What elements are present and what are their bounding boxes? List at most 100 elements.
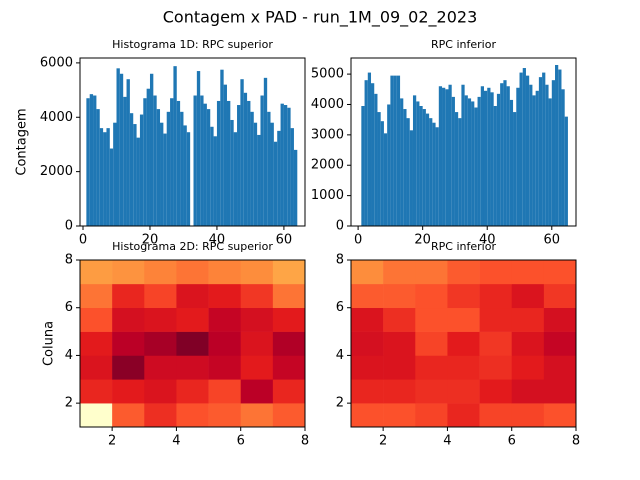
cell [479, 403, 513, 428]
cell [543, 379, 577, 404]
cell [383, 403, 416, 428]
bar [210, 126, 214, 226]
bar [293, 149, 298, 226]
cell [240, 260, 274, 285]
x-tick-label: 60 [544, 233, 561, 248]
cell [511, 307, 545, 332]
axes-frame [350, 57, 577, 227]
bar [96, 109, 100, 226]
x-tick-label: 6 [508, 434, 516, 449]
cell [208, 307, 242, 332]
bar [425, 113, 430, 226]
bar [143, 98, 147, 226]
bar [458, 118, 462, 226]
bar [480, 86, 484, 226]
y-tick-label: 6 [336, 300, 344, 315]
bar [387, 104, 391, 226]
bar [538, 77, 543, 226]
bar [136, 137, 140, 226]
cell [351, 260, 384, 285]
bar [471, 101, 475, 226]
cell [351, 379, 384, 404]
bar [374, 93, 378, 226]
x-tick-label: 4 [172, 434, 180, 449]
cell [240, 403, 274, 428]
bar [250, 111, 254, 226]
x-tick-label: 6 [237, 434, 245, 449]
bar [119, 73, 124, 226]
bar [483, 90, 488, 227]
bar [525, 75, 530, 226]
cell [415, 331, 448, 356]
cell [351, 331, 384, 356]
cell [511, 403, 545, 428]
bar [139, 114, 144, 226]
cell [240, 307, 274, 332]
bar [233, 132, 238, 226]
bar [180, 111, 184, 226]
cell [543, 331, 577, 356]
cell [80, 307, 113, 332]
bar [371, 83, 375, 227]
bar [206, 109, 211, 226]
cell [144, 379, 177, 404]
bar [203, 103, 207, 226]
y-tick-label: 6000 [40, 55, 73, 70]
cell [112, 379, 145, 404]
bar [247, 100, 251, 226]
y-tick-label: 8 [336, 253, 344, 268]
x-tick-label: 4 [443, 434, 451, 449]
y-tick-label: 2000 [311, 158, 344, 173]
bar [253, 122, 258, 226]
cell [176, 403, 209, 428]
bar [409, 130, 413, 226]
axes-title: RPC inferior [431, 38, 496, 51]
cell [80, 379, 113, 404]
bar [176, 100, 181, 226]
bar [490, 92, 494, 226]
bar [393, 75, 397, 226]
bar [451, 96, 455, 226]
bar [522, 68, 526, 226]
y-tick-label: 6 [65, 300, 73, 315]
bar [516, 87, 520, 226]
cell [479, 355, 513, 380]
cell [511, 260, 545, 285]
cell [351, 355, 384, 380]
cell [80, 331, 113, 356]
y-tick-label: 4 [336, 348, 344, 363]
bar [183, 125, 187, 226]
bar [93, 95, 97, 227]
bar [445, 89, 449, 226]
x-tick-label: 20 [142, 233, 159, 248]
bar [529, 84, 533, 226]
bar [496, 93, 501, 226]
cell [447, 379, 480, 404]
bar [283, 105, 288, 226]
cell [543, 260, 577, 285]
cell [80, 283, 113, 309]
bar [257, 134, 261, 226]
cell [447, 331, 480, 356]
bar [196, 71, 201, 226]
cell [415, 379, 448, 404]
bar [230, 119, 234, 226]
bar [406, 118, 410, 226]
bar [545, 84, 549, 226]
cell [543, 403, 577, 428]
cell [112, 331, 145, 356]
bar [506, 86, 510, 226]
bar [220, 69, 224, 226]
cell [415, 307, 448, 332]
cell [112, 260, 145, 285]
bar [243, 92, 248, 227]
cell [80, 260, 113, 285]
bar [535, 90, 539, 227]
cell [479, 331, 513, 356]
cell [383, 307, 416, 332]
bar [509, 99, 514, 226]
bar [442, 87, 446, 226]
bar [163, 133, 167, 226]
y-axis-label: Contagem [15, 108, 30, 175]
cell [383, 260, 416, 285]
